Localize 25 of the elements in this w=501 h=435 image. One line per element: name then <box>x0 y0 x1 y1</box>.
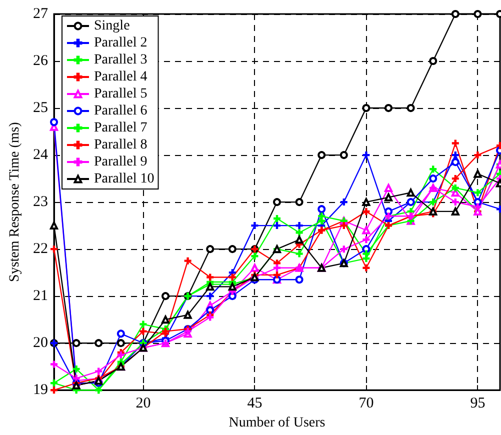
legend-label: Parallel 9 <box>94 154 148 170</box>
legend-label: Parallel 3 <box>94 52 148 68</box>
x-axis-title: Number of Users <box>228 416 326 430</box>
legend-label: Parallel 6 <box>94 104 148 118</box>
y-tick-label: 20 <box>33 335 48 352</box>
legend-label: Parallel 8 <box>94 138 148 152</box>
y-axis-title: System Response Time (ms) <box>8 122 22 282</box>
x-tick-label: 20 <box>136 396 151 412</box>
y-tick-label: 23 <box>33 194 48 210</box>
x-tick-label: 95 <box>470 396 486 412</box>
y-tick-label: 22 <box>33 241 48 258</box>
y-tick-label: 27 <box>33 6 48 22</box>
legend-label: Parallel 4 <box>94 70 148 84</box>
legend-label: Parallel 2 <box>94 36 148 50</box>
x-tick-label: 70 <box>358 396 374 412</box>
y-tick-label: 24 <box>33 147 48 164</box>
legend-label: Parallel 7 <box>94 120 148 136</box>
legend-label: Parallel 10 <box>94 172 154 186</box>
x-tick-label: 45 <box>247 396 262 412</box>
legend-label: Parallel 5 <box>94 86 148 102</box>
y-tick-label: 21 <box>33 288 48 304</box>
y-tick-label: 25 <box>33 100 48 116</box>
legend-label: Single <box>94 18 130 34</box>
y-tick-label: 26 <box>33 53 48 70</box>
y-tick-label: 19 <box>33 382 48 398</box>
